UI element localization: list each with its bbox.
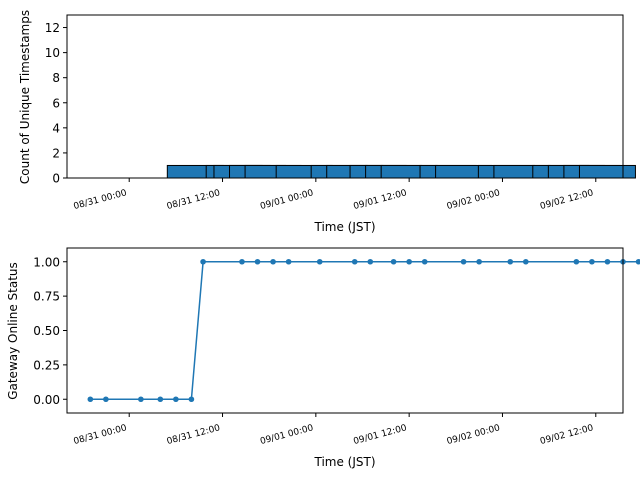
status-y-tick-label: 0.50 — [33, 324, 60, 338]
count-y-tick-label: 2 — [52, 146, 60, 160]
status-point — [87, 396, 94, 403]
status-y-tick-label: 1.00 — [33, 255, 60, 269]
status-point — [421, 258, 428, 265]
status-point — [589, 258, 595, 265]
count-bars — [77, 164, 636, 179]
status-point — [460, 258, 467, 265]
status-y-tick-label: 0.75 — [33, 290, 60, 304]
status-point — [173, 396, 179, 403]
count-x-axis-label: Time (JST) — [313, 220, 375, 234]
status-point — [138, 396, 144, 403]
status-point — [157, 396, 164, 403]
status-series-points — [87, 258, 640, 403]
status-y-tick-label: 0.00 — [33, 393, 60, 407]
status-y-tick-label: 0.25 — [33, 358, 60, 372]
status-point — [103, 396, 109, 403]
status-point — [522, 258, 529, 265]
status-point — [406, 258, 412, 265]
count-y-tick-label: 0 — [52, 172, 60, 186]
count-y-tick-label: 4 — [52, 121, 60, 135]
status-point — [367, 258, 374, 265]
status-y-axis-label: Gateway Online Status — [6, 262, 20, 400]
count-y-tick-label: 6 — [52, 96, 60, 110]
status-point — [254, 258, 261, 265]
count-y-tick-label: 8 — [52, 71, 60, 85]
status-point — [188, 396, 195, 403]
count-y-axis-label: Count of Unique Timestamps — [18, 10, 32, 184]
count-plot-frame — [66, 14, 624, 179]
status-point — [285, 258, 292, 265]
count-y-ticks: 0 2 4 6 8 10 12 — [45, 21, 67, 186]
status-x-axis-label: Time (JST) — [313, 455, 375, 469]
status-point — [270, 258, 276, 265]
status-point — [507, 258, 514, 265]
status-point — [635, 258, 640, 265]
status-point — [316, 258, 323, 265]
count-y-tick-label: 12 — [45, 21, 60, 35]
status-point — [573, 258, 580, 265]
status-point — [200, 258, 206, 265]
status-plot-frame — [66, 247, 624, 414]
status-point — [476, 258, 482, 265]
status-chart: 0.000.250.500.751.00 08/31 00:00 08/31 12… — [6, 247, 640, 469]
status-y-ticks: 0.00 0.25 0.50 0.75 1.00 — [33, 255, 67, 407]
count-y-tick-label: 10 — [45, 46, 60, 60]
status-point — [351, 258, 358, 265]
status-point — [390, 258, 397, 265]
status-point — [239, 258, 245, 265]
status-point — [604, 258, 611, 265]
count-bar — [578, 164, 636, 179]
